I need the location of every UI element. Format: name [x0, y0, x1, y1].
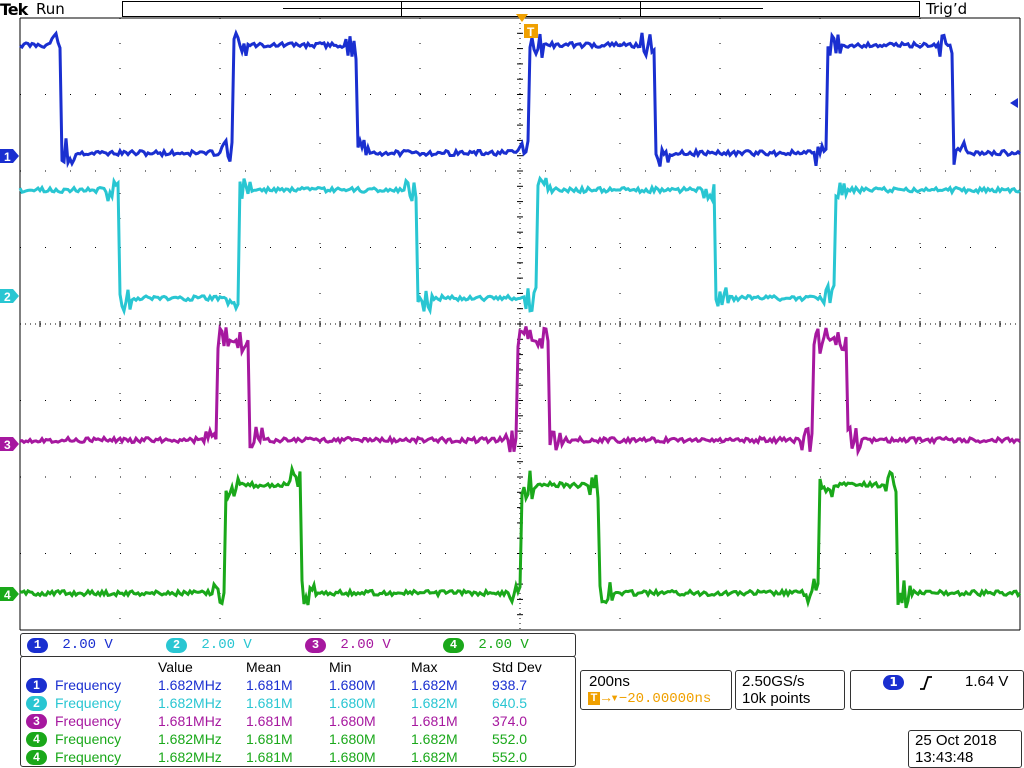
channel-badge: 4: [26, 750, 47, 765]
ch2-badge: 2: [166, 638, 187, 653]
horizontal-settings[interactable]: 200ns T →▾−20.00000ns: [580, 670, 732, 710]
measurement-table[interactable]: Value Mean Min Max Std Dev 1 Frequency 1.6…: [20, 656, 576, 767]
record-span-left: [283, 8, 523, 9]
record-span-right: [523, 8, 763, 9]
measurement-name: Frequency: [55, 731, 122, 747]
brand-logo: Tek: [0, 0, 28, 19]
header-value: Value: [158, 659, 193, 675]
record-bracket: [401, 2, 402, 16]
svg-text:4: 4: [4, 588, 11, 602]
measurement-std-dev: 374.0: [492, 713, 528, 729]
measurement-name: Frequency: [55, 695, 122, 711]
measurement-value: 1.682MHz: [158, 695, 222, 711]
ch4-ground-marker[interactable]: 4: [0, 587, 19, 602]
run-state[interactable]: Run: [36, 0, 65, 18]
measurement-name: Frequency: [55, 713, 122, 729]
datetime-display: 25 Oct 2018 13:43:48: [908, 730, 1022, 768]
ch3-ground-marker[interactable]: 3: [0, 437, 19, 452]
date-text: 25 Oct 2018: [915, 732, 997, 749]
trigger-settings[interactable]: 1 1.64 V: [850, 670, 1024, 710]
channel-badge: 2: [26, 696, 47, 711]
measurement-min: 1.680M: [329, 695, 376, 711]
ch4-trace: [19, 463, 1022, 609]
svg-text:1: 1: [4, 150, 11, 164]
header-mean: Mean: [246, 659, 282, 675]
acquisition-settings[interactable]: 2.50GS/s 10k points: [735, 670, 845, 710]
ch2-trace: [18, 175, 1021, 316]
measurement-max: 1.682M: [411, 677, 458, 693]
record-bracket: [640, 2, 641, 16]
channel-badge: 3: [26, 714, 47, 729]
measurement-name: Frequency: [55, 677, 122, 693]
ch1-ground-marker[interactable]: 1: [0, 149, 19, 164]
rising-edge-icon: [920, 676, 932, 690]
header-min: Min: [329, 659, 352, 675]
ch4-badge: 4: [443, 638, 464, 653]
trigger-position-icon: T: [588, 692, 600, 705]
ch1-scale[interactable]: 1 2.00 V: [27, 637, 113, 653]
ch1-badge: 1: [27, 638, 48, 653]
timebase-value: 200ns: [589, 673, 630, 690]
measurement-std-dev: 938.7: [492, 677, 528, 693]
measurement-value: 1.682MHz: [158, 677, 222, 693]
ch2-scale[interactable]: 2 2.00 V: [166, 637, 252, 653]
ch3-badge: 3: [305, 638, 326, 653]
sample-rate: 2.50GS/s: [742, 673, 805, 690]
measurement-max: 1.682M: [411, 695, 458, 711]
ch1-trace: [19, 29, 1022, 169]
waveform-display[interactable]: 1 2 3 4 T: [0, 0, 1024, 632]
header-max: Max: [411, 659, 438, 675]
measurement-min: 1.680M: [329, 713, 376, 729]
measurement-value: 1.682MHz: [158, 749, 222, 765]
measurement-std-dev: 640.5: [492, 695, 528, 711]
measurement-max: 1.682M: [411, 749, 458, 765]
measurement-min: 1.680M: [329, 677, 376, 693]
waveforms: [18, 29, 1022, 609]
channel-badge: 4: [26, 732, 47, 747]
measurement-mean: 1.681M: [246, 713, 293, 729]
measurement-value: 1.682MHz: [158, 731, 222, 747]
time-text: 13:43:48: [915, 749, 974, 766]
trigger-status: Trig’d: [926, 0, 968, 18]
measurement-mean: 1.681M: [246, 695, 293, 711]
record-length: 10k points: [742, 690, 811, 707]
channel-scale-bar: 1 2.00 V 2 2.00 V 3 2.00 V 4 2.00 V: [20, 633, 576, 657]
measurement-mean: 1.681M: [246, 749, 293, 765]
trigger-position-marker[interactable]: T: [516, 14, 538, 39]
measurement-value: 1.681MHz: [158, 713, 222, 729]
ch3-scale[interactable]: 3 2.00 V: [305, 637, 391, 653]
svg-text:T: T: [527, 25, 535, 39]
trigger-level-marker[interactable]: [1010, 98, 1018, 108]
measurement-max: 1.682M: [411, 731, 458, 747]
ch4-scale[interactable]: 4 2.00 V: [443, 637, 529, 653]
measurement-std-dev: 552.0: [492, 749, 528, 765]
ch3-trace: [19, 324, 1021, 458]
svg-text:3: 3: [4, 438, 11, 452]
measurement-mean: 1.681M: [246, 731, 293, 747]
trigger-source-badge: 1: [883, 675, 904, 690]
svg-text:2: 2: [4, 290, 11, 304]
measurement-mean: 1.681M: [246, 677, 293, 693]
measurement-min: 1.680M: [329, 731, 376, 747]
header-std-dev: Std Dev: [492, 659, 542, 675]
ch2-ground-marker[interactable]: 2: [0, 289, 19, 304]
channel-badge: 1: [26, 678, 47, 693]
horizontal-position: →▾−20.00000ns: [602, 691, 712, 707]
channel-markers[interactable]: 1 2 3 4 T: [0, 14, 1018, 602]
measurement-min: 1.680M: [329, 749, 376, 765]
measurement-std-dev: 552.0: [492, 731, 528, 747]
measurement-max: 1.681M: [411, 713, 458, 729]
measurement-name: Frequency: [55, 749, 122, 765]
trigger-level: 1.64 V: [965, 673, 1009, 690]
